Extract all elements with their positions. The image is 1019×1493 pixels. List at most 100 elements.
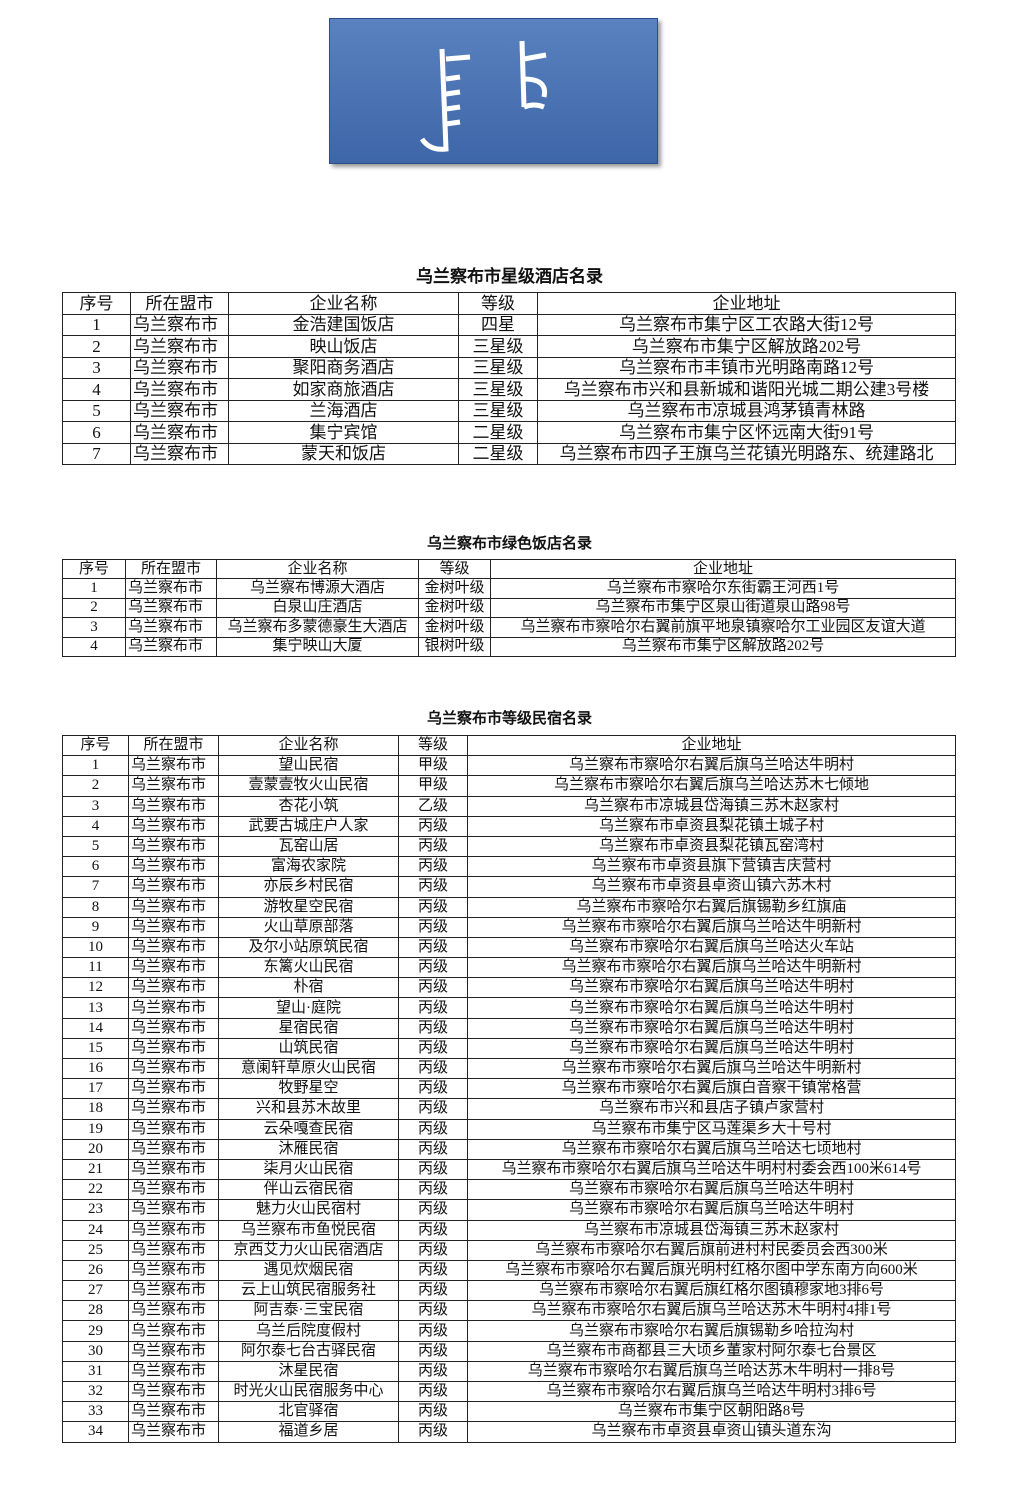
table-cell: 7 — [62, 442, 131, 465]
table-cell: 意阑轩草原火山民宿 — [218, 1057, 399, 1080]
table-cell: 甲级 — [398, 775, 468, 797]
table-cell: 丙级 — [398, 1380, 468, 1403]
table-cell: 火山草原部落 — [218, 916, 399, 938]
table-row: 1 乌兰察布市 望山民宿 甲级 乌兰察布市察哈尔右翼后旗乌兰哈达牛明村 — [62, 755, 956, 777]
table-cell: 4 — [62, 378, 131, 401]
table-cell: 丙级 — [398, 1158, 468, 1181]
table-cell: 31 — [62, 1360, 129, 1383]
table-cell: 蒙天和饭店 — [228, 442, 459, 465]
table-cell: 伴山云宿民宿 — [218, 1179, 399, 1201]
banner-logo — [329, 18, 658, 164]
table-cell: 2 — [62, 335, 131, 358]
table-cell: 3 — [62, 617, 126, 638]
table-cell: 丙级 — [398, 1118, 468, 1140]
table-cell: 云上山筑民宿服务社 — [218, 1280, 399, 1302]
table-cell: 乌兰察布市察哈尔右翼后旗乌兰哈达牛明村 — [467, 1199, 956, 1221]
table-cell: 14 — [62, 1017, 129, 1039]
table-cell: 集宁宾馆 — [228, 421, 459, 444]
table-cell: 丙级 — [398, 1401, 468, 1423]
table-cell: 时光火山民宿服务中心 — [218, 1380, 399, 1403]
table-row: 24 乌兰察布市 乌兰察布市鱼悦民宿 丙级 乌兰察布市凉城县岱海镇三苏木赵家村 — [62, 1219, 956, 1241]
table-cell: 23 — [62, 1199, 129, 1221]
table-row: 6 乌兰察布市 集宁宾馆 二星级 乌兰察布市集宁区怀远南大街91号 — [62, 421, 956, 444]
table-cell: 4 — [62, 636, 126, 657]
table-cell: 金树叶级 — [418, 597, 491, 619]
table-row: 16 乌兰察布市 意阑轩草原火山民宿 丙级 乌兰察布市察哈尔右翼后旗乌兰哈达牛明新村 — [62, 1057, 956, 1080]
table-cell: 乌兰察布市察哈尔右翼后旗乌兰哈达苏木牛明村4排1号 — [467, 1300, 956, 1322]
table-cell: 乌兰察布市察哈尔右翼后旗乌兰哈达牛明村 — [467, 1017, 956, 1039]
table-cell: 乌兰察布市察哈尔右翼后旗白音察干镇常格营 — [467, 1078, 956, 1100]
table-cell: 金树叶级 — [418, 578, 491, 599]
table-cell: 乌兰察布市 — [130, 378, 229, 401]
table-row: 2 乌兰察布市 映山饭店 三星级 乌兰察布市集宁区解放路202号 — [62, 335, 956, 358]
table-cell: 乌兰察布市 — [128, 1320, 219, 1342]
table-cell: 乌兰察布市 — [128, 856, 219, 878]
logo-graphic — [419, 40, 548, 152]
table-row: 26 乌兰察布市 遇见炊烟民宿 丙级 乌兰察布市察哈尔右翼后旗光明村红格尔图中学东南方向… — [62, 1259, 956, 1282]
table-cell: 乌兰察布市 — [130, 335, 229, 358]
table-cell: 丙级 — [398, 1057, 468, 1080]
table-cell: 丙级 — [398, 1078, 468, 1100]
table-cell: 沐星民宿 — [218, 1360, 399, 1383]
table-row: 4 乌兰察布市 武要古城庄户人家 丙级 乌兰察布市卓资县梨花镇土城子村 — [62, 815, 956, 837]
table-cell: 乌兰察布市察哈尔右翼后旗红格尔图镇穆家地3排6号 — [467, 1280, 956, 1302]
table-cell: 乌兰察布市卓资县梨花镇土城子村 — [467, 815, 956, 837]
table-cell: 遇见炊烟民宿 — [218, 1259, 399, 1282]
table-cell: 乌兰察布市 — [128, 896, 219, 918]
table-cell: 乌兰察布市 — [128, 795, 219, 817]
table-cell: 沐雁民宿 — [218, 1138, 399, 1160]
table-cell: 乌兰察布市 — [130, 442, 229, 465]
table-cell: 瓦窑山居 — [218, 835, 399, 858]
table-cell: 26 — [62, 1259, 129, 1282]
table-cell: 丙级 — [398, 957, 468, 979]
table-cell: 乌兰察布市 — [128, 775, 219, 797]
table-cell: 3 — [62, 795, 129, 817]
table-row: 3 乌兰察布市 乌兰察布多蒙德豪生大酒店 金树叶级 乌兰察布市察哈尔右翼前旗平地泉镇察哈… — [62, 617, 956, 638]
table-cell: 乌兰察布市凉城县岱海镇三苏木赵家村 — [467, 795, 956, 817]
table-cell: 集宁映山大厦 — [216, 636, 419, 657]
table-cell: 12 — [62, 977, 129, 999]
table-cell: 阿尔泰七台古驿民宿 — [218, 1340, 399, 1362]
table-cell: 乌兰察布市察哈尔右翼后旗乌兰哈达牛明新村 — [467, 1057, 956, 1080]
table-cell: 乌兰察布市察哈尔右翼前旗平地泉镇察哈尔工业园区友谊大道 — [490, 617, 956, 638]
table-cell: 乌兰察布多蒙德豪生大酒店 — [216, 617, 419, 638]
table-cell: 乌兰察布市 — [125, 597, 217, 619]
table-cell: 武要古城庄户人家 — [218, 815, 399, 837]
table-cell: 乌兰察布市 — [128, 815, 219, 837]
table-row: 32 乌兰察布市 时光火山民宿服务中心 丙级 乌兰察布市察哈尔右翼后旗乌兰哈达牛明村3排… — [62, 1380, 956, 1403]
table-cell: 乙级 — [398, 795, 468, 817]
table-cell: 山筑民宿 — [218, 1037, 399, 1060]
table-cell: 乌兰察布市察哈尔右翼后旗锡勒乡红旗庙 — [467, 896, 956, 918]
header-row: 序号 所在盟市 企业名称 等级 企业地址 — [62, 292, 956, 315]
data-table: 序号 所在盟市 企业名称 等级 企业地址 1 乌兰察布市 金浩建国饭店 四星 乌兰察布市集宁区工农… — [62, 292, 956, 465]
table-cell: 丙级 — [398, 856, 468, 878]
table-cell: 三星级 — [458, 378, 538, 401]
table-cell: 乌兰察布市集宁区解放路202号 — [490, 636, 956, 657]
table-cell: 乌兰察布市察哈尔右翼后旗光明村红格尔图中学东南方向600米 — [467, 1259, 956, 1282]
table-cell: 乌兰察布市 — [128, 1401, 219, 1423]
table-row: 21 乌兰察布市 柒月火山民宿 丙级 乌兰察布市察哈尔右翼后旗乌兰哈达牛明村村委会西10… — [62, 1158, 956, 1181]
table-cell: 乌兰察布市 — [128, 1219, 219, 1241]
table-cell: 8 — [62, 896, 129, 918]
table-row: 34 乌兰察布市 福道乡居 丙级 乌兰察布市卓资县卓资山镇头道东沟 — [62, 1421, 956, 1443]
table-cell: 北官驿宿 — [218, 1401, 399, 1423]
table-cell: 乌兰察布市 — [128, 1078, 219, 1100]
table-cell: 东篱火山民宿 — [218, 957, 399, 979]
table-cell: 丙级 — [398, 896, 468, 918]
table-cell: 乌兰察布市集宁区朝阳路8号 — [467, 1401, 956, 1423]
table-cell: 乌兰察布市 — [128, 997, 219, 1019]
table-cell: 兰海酒店 — [228, 399, 459, 422]
table-cell: 如家商旅酒店 — [228, 378, 459, 401]
table-cell: 乌兰察布市 — [125, 617, 217, 638]
table-cell: 乌兰察布市 — [128, 1017, 219, 1039]
table-cell: 乌兰察布市察哈尔右翼后旗乌兰哈达火车站 — [467, 936, 956, 959]
table-row: 28 乌兰察布市 阿吉泰·三宝民宿 丙级 乌兰察布市察哈尔右翼后旗乌兰哈达苏木牛明村4排… — [62, 1300, 956, 1322]
table-cell: 丙级 — [398, 1037, 468, 1060]
table-cell: 乌兰察布市 — [130, 399, 229, 422]
table-cell: 10 — [62, 936, 129, 959]
table-cell: 丙级 — [398, 1421, 468, 1443]
table-cell: 乌兰察布市集宁区解放路202号 — [537, 335, 956, 358]
table-row: 1 乌兰察布市 金浩建国饭店 四星 乌兰察布市集宁区工农路大街12号 — [62, 313, 956, 336]
table-cell: 乌兰察布市察哈尔东街霸王河西1号 — [490, 578, 956, 599]
table-cell: 乌兰察布市 — [125, 636, 217, 657]
